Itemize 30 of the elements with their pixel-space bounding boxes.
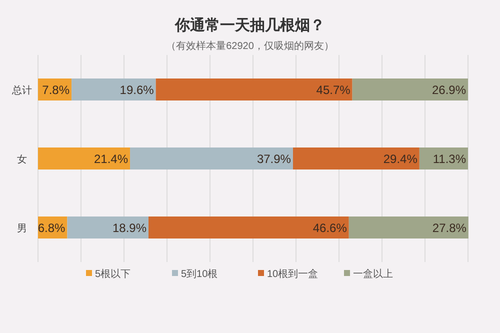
bar	[352, 78, 468, 100]
data-label: 26.9%	[432, 83, 466, 97]
bar	[148, 216, 349, 238]
legend-label: 5根以下	[95, 268, 131, 280]
data-label: 37.9%	[256, 152, 292, 166]
y-tick-label: 男	[17, 224, 27, 234]
data-label: 7.8%	[42, 83, 70, 97]
y-tick-label: 总计	[11, 84, 32, 96]
bar	[130, 148, 293, 170]
data-label: 29.4%	[383, 152, 418, 166]
data-label: 18.9%	[112, 221, 147, 235]
legend-label: 10根到一盒	[267, 268, 318, 280]
bar	[38, 148, 130, 170]
data-label: 11.3%	[432, 152, 466, 166]
data-label: 6.8%	[38, 221, 66, 235]
legend-label: 一盒以上	[353, 268, 393, 280]
bar	[156, 78, 352, 100]
data-label: 27.8%	[432, 221, 467, 235]
chart-subtitle: （有效样本量62920，仅吸烟的网友）	[166, 40, 334, 52]
chart-title: 你通常一天抽几根烟？	[174, 17, 325, 34]
data-label: 21.4%	[94, 152, 128, 166]
data-label: 45.7%	[316, 83, 351, 97]
bar	[72, 78, 156, 100]
y-tick-label: 女	[17, 154, 27, 166]
data-label: 19.6%	[120, 83, 154, 97]
data-label: 46.6%	[312, 221, 348, 235]
bar	[67, 216, 149, 238]
legend-label: 5到10根	[181, 268, 218, 280]
bar	[348, 216, 468, 238]
bar	[292, 148, 420, 170]
